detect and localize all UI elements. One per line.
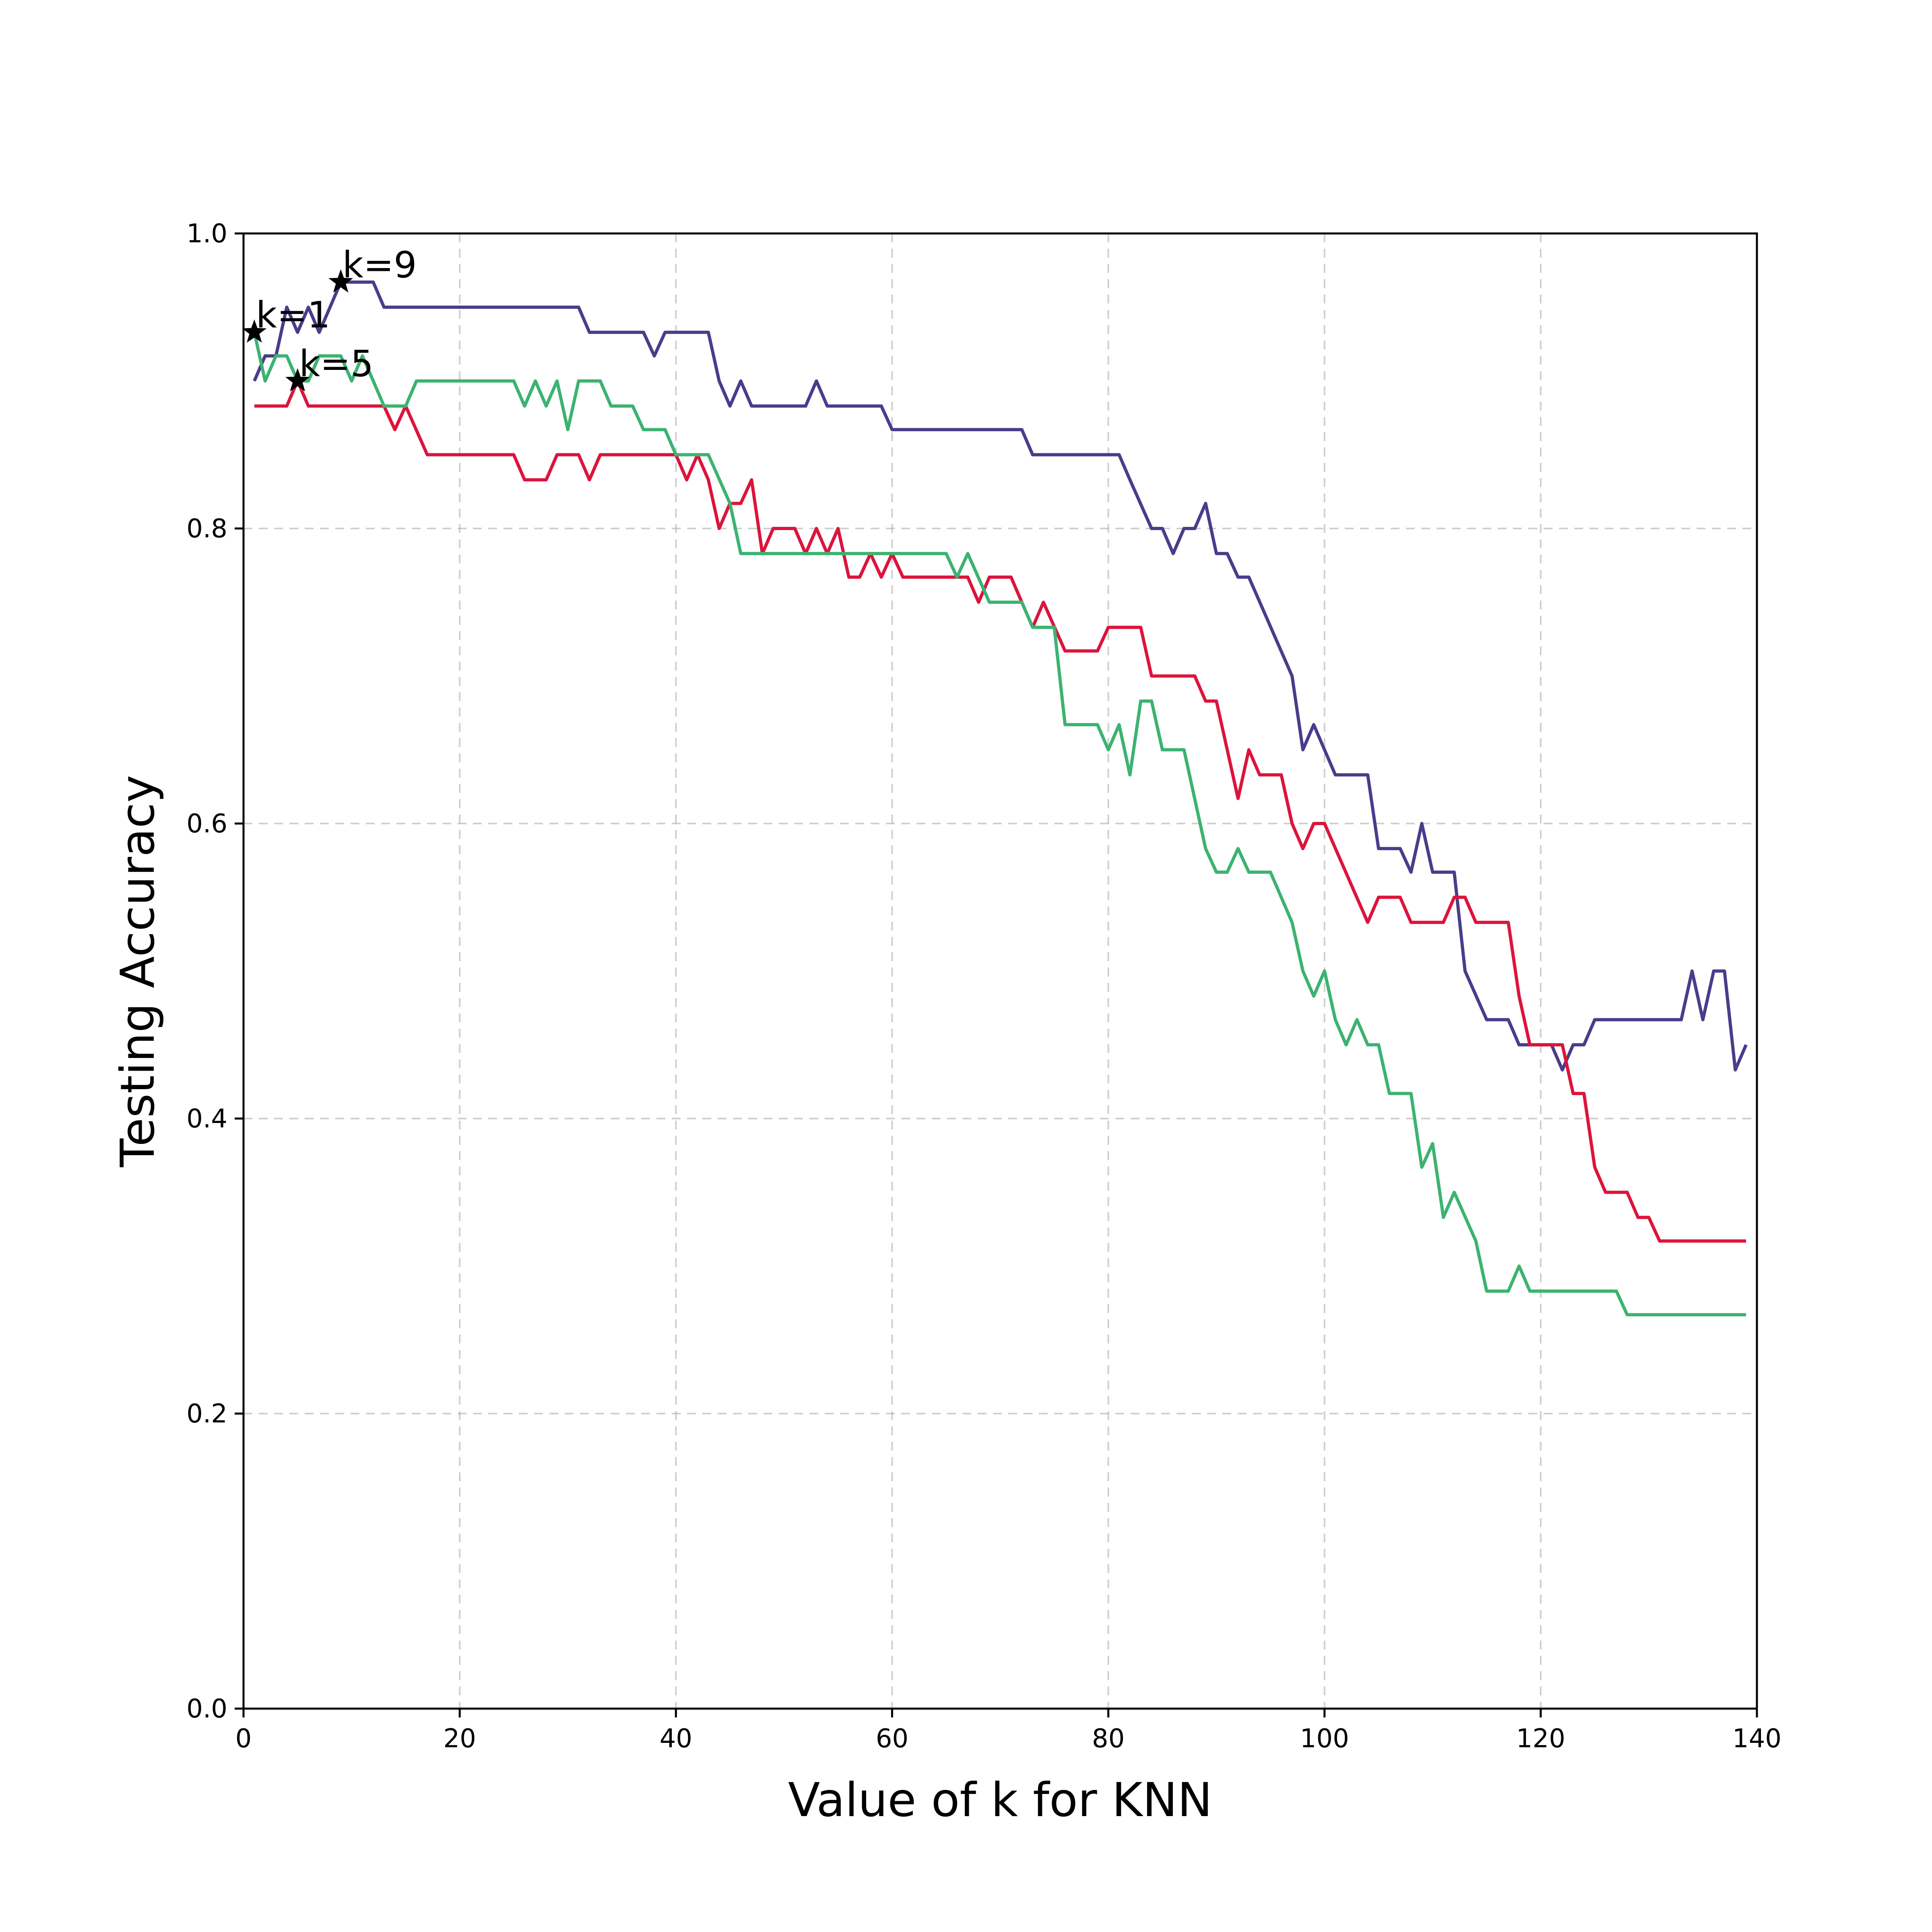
y-tick-label: 0.4 bbox=[186, 1104, 227, 1134]
x-tick-label: 140 bbox=[1732, 1724, 1781, 1754]
annotation-label: k=5 bbox=[299, 343, 374, 385]
y-tick-label: 0.0 bbox=[186, 1694, 227, 1724]
x-tick-label: 0 bbox=[235, 1724, 252, 1754]
x-tick-label: 120 bbox=[1516, 1724, 1565, 1754]
x-tick-label: 20 bbox=[443, 1724, 476, 1754]
annotation-star-marker bbox=[328, 269, 353, 293]
y-tick-label: 0.6 bbox=[186, 809, 227, 839]
y-tick-label: 0.2 bbox=[186, 1399, 227, 1429]
x-tick-label: 80 bbox=[1092, 1724, 1125, 1754]
x-tick-label: 40 bbox=[660, 1724, 692, 1754]
annotation-label: k=9 bbox=[343, 244, 417, 286]
y-tick-label: 1.0 bbox=[186, 219, 227, 249]
tick-layer: 0 20 40 60 80 100 120 140 0.0 0.2 0.4 0.6 0.8 1.0 bbox=[186, 219, 1781, 1754]
x-tick-label: 60 bbox=[876, 1724, 908, 1754]
y-tick-label: 0.8 bbox=[186, 514, 227, 544]
x-tick-label: 100 bbox=[1300, 1724, 1349, 1754]
series-line-2 bbox=[254, 379, 1746, 1243]
annotation-label: k=1 bbox=[256, 294, 330, 336]
plot-frame bbox=[242, 232, 1758, 1710]
series-layer bbox=[252, 280, 1748, 1317]
series-line-3 bbox=[252, 332, 1746, 1317]
annotation-layer: k=1 k=5 k=9 bbox=[242, 244, 417, 392]
series-line-1 bbox=[253, 280, 1748, 1072]
y-axis-label: Testing Accuracy bbox=[111, 775, 165, 1167]
annotation-star-marker bbox=[242, 319, 267, 343]
x-axis-label: Value of k for KNN bbox=[788, 1773, 1212, 1827]
annotation-star-marker bbox=[285, 368, 310, 392]
